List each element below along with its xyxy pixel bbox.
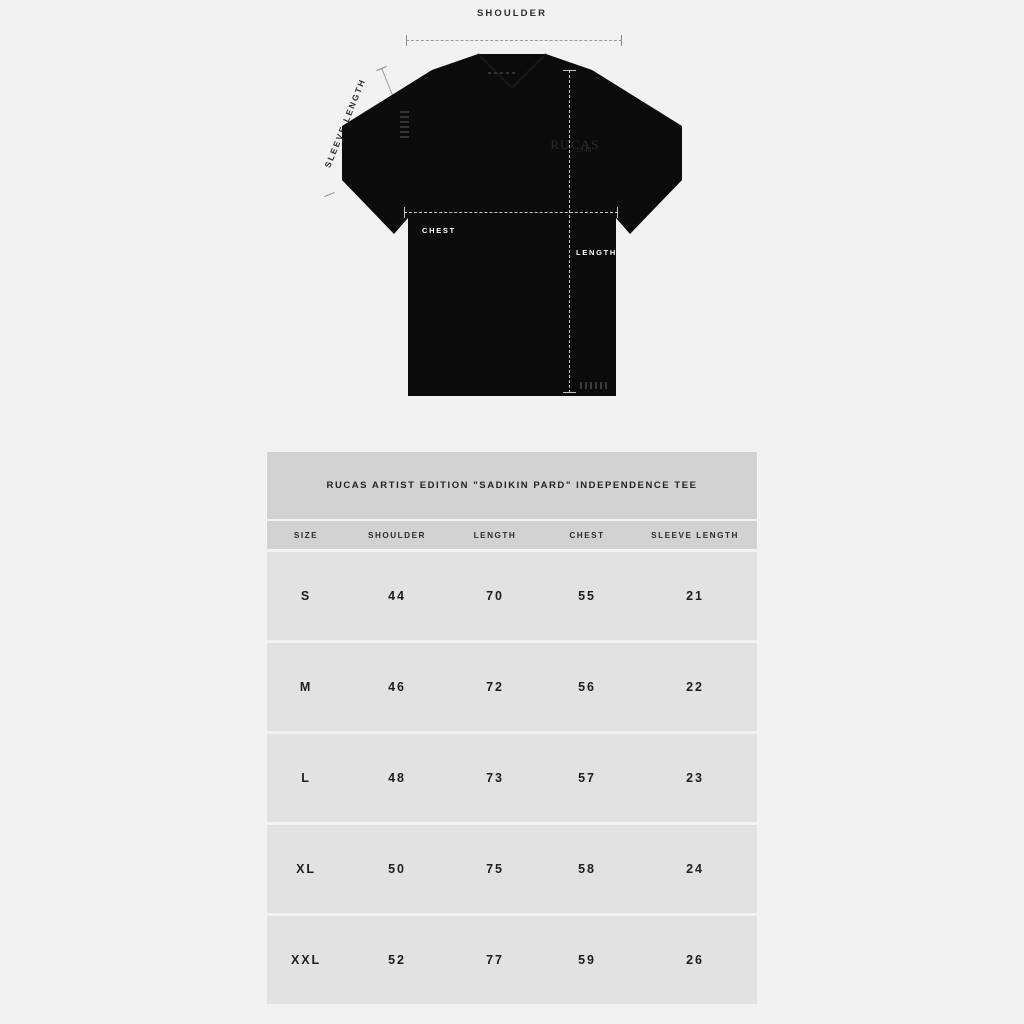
cell-size: S [300, 589, 312, 603]
garment-measurement-diagram: SHOULDER SLEEVE LENGTH RUCAS 1948 [0, 0, 1024, 440]
table-row: M 46 72 56 22 [267, 643, 757, 731]
cell-length: 72 [486, 680, 504, 694]
cell-length: 77 [486, 953, 504, 967]
size-chart-header-row: SIZE SHOULDER LENGTH CHEST SLEEVE LENGTH [267, 521, 757, 549]
table-row: S 44 70 55 21 [267, 552, 757, 640]
cell-sleeve-length: 21 [686, 589, 704, 603]
cell-shoulder: 44 [388, 589, 406, 603]
table-row: L 48 73 57 23 [267, 734, 757, 822]
shoulder-line-cap-right [621, 35, 622, 46]
cell-chest: 58 [578, 862, 596, 876]
cell-sleeve-length: 24 [686, 862, 704, 876]
tshirt-silhouette-icon [342, 53, 682, 396]
shoulder-measure-line [406, 35, 622, 46]
cell-length: 75 [486, 862, 504, 876]
table-row: XL 50 75 58 24 [267, 825, 757, 913]
cell-shoulder: 48 [388, 771, 406, 785]
cell-chest: 55 [578, 589, 596, 603]
column-header-size: SIZE [293, 530, 319, 540]
cell-sleeve-length: 22 [686, 680, 704, 694]
cell-chest: 59 [578, 953, 596, 967]
cell-size: XXL [290, 953, 321, 967]
cell-shoulder: 50 [388, 862, 406, 876]
cell-chest: 56 [578, 680, 596, 694]
column-header-chest: CHEST [569, 530, 605, 540]
cell-chest: 57 [578, 771, 596, 785]
column-header-shoulder: SHOULDER [368, 530, 426, 540]
cell-size: M [299, 680, 313, 694]
shoulder-measure-label: SHOULDER [476, 8, 548, 19]
size-chart-title: RUCAS ARTIST EDITION "SADIKIN PARD" INDE… [267, 452, 757, 519]
cell-size: L [301, 771, 311, 785]
cell-shoulder: 52 [388, 953, 406, 967]
cell-length: 70 [486, 589, 504, 603]
table-row: XXL 52 77 59 26 [267, 916, 757, 1004]
column-header-length: LENGTH [473, 530, 517, 540]
tshirt-illustration: RUCAS 1948 CHEST LENGTH [330, 48, 694, 420]
shoulder-dashed-line [406, 40, 622, 41]
cell-size: XL [296, 862, 316, 876]
cell-sleeve-length: 26 [686, 953, 704, 967]
cell-length: 73 [486, 771, 504, 785]
size-chart-table: RUCAS ARTIST EDITION "SADIKIN PARD" INDE… [267, 452, 757, 1004]
column-header-sleeve-length: SLEEVE LENGTH [651, 530, 739, 540]
cell-sleeve-length: 23 [686, 771, 704, 785]
cell-shoulder: 46 [388, 680, 406, 694]
